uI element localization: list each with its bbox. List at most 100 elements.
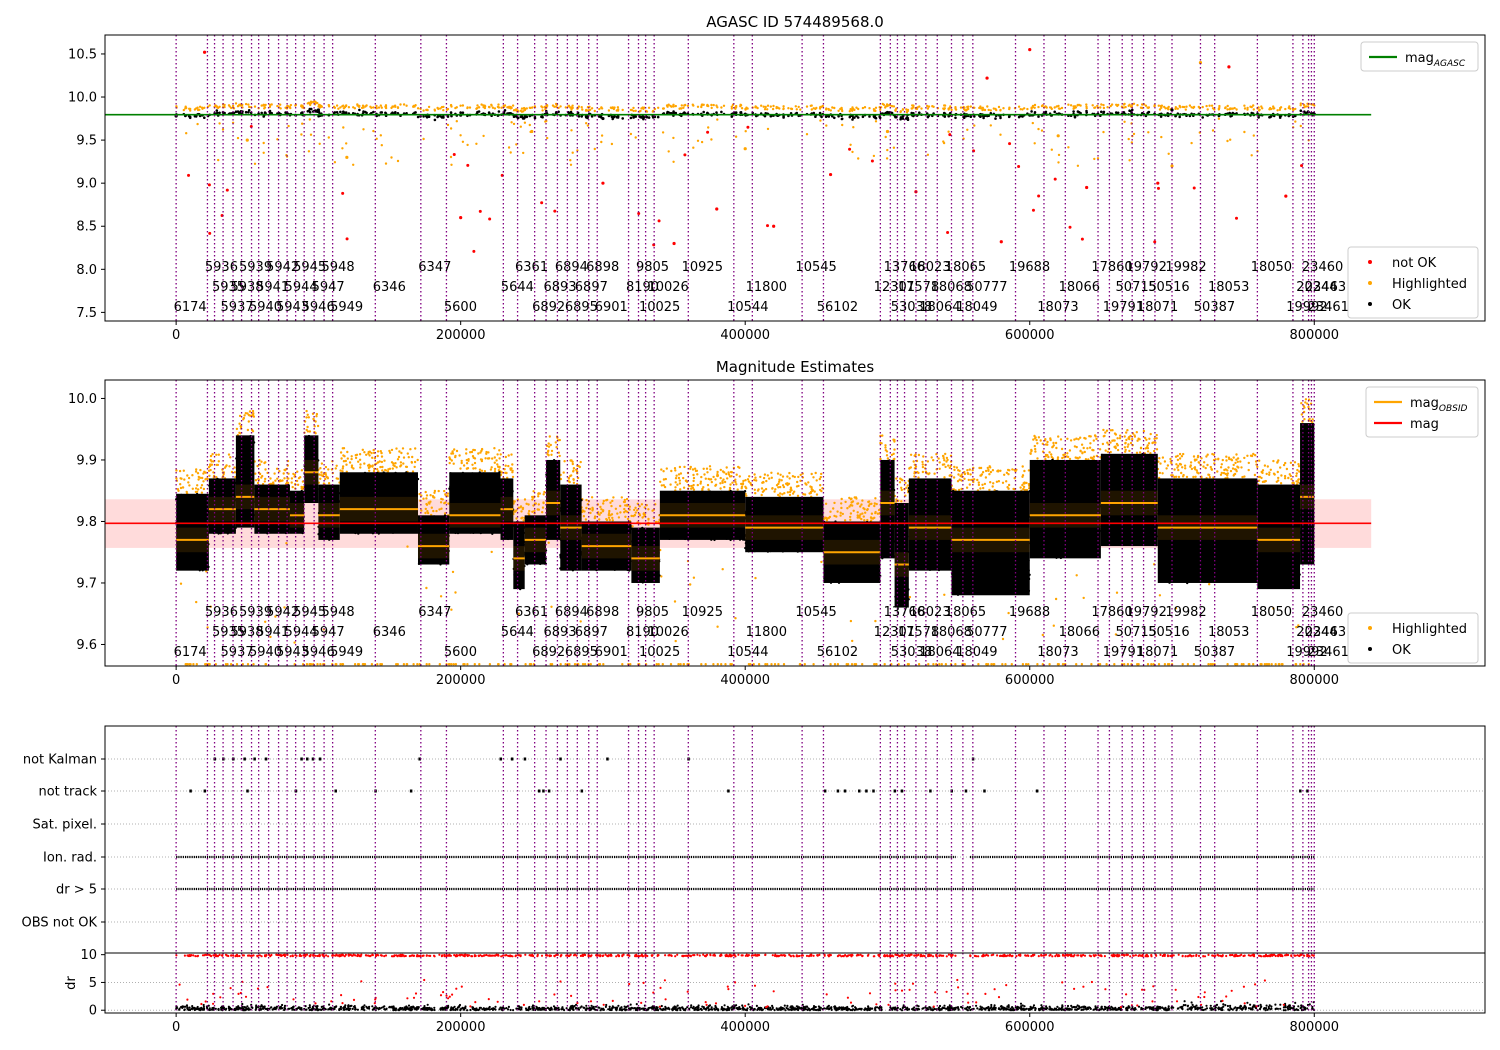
- not-ok-point: [553, 209, 557, 213]
- obsid-label: 5938: [230, 625, 263, 640]
- not-ok-point: [946, 231, 950, 235]
- not-ok-point: [1153, 240, 1157, 244]
- not-ok-point: [1300, 164, 1304, 168]
- data-point: [828, 172, 833, 177]
- flag-point: [246, 789, 249, 793]
- data-point: [1056, 134, 1060, 138]
- obsid-label: 50715: [1116, 280, 1157, 295]
- legend-dot: [1368, 626, 1372, 630]
- flag-point: [1299, 789, 1302, 793]
- x-tick-label: 200000: [436, 673, 486, 688]
- flag-point: [559, 757, 562, 761]
- obsid-label: 10545: [795, 260, 836, 275]
- not-ok-point: [466, 163, 470, 167]
- obsid-label: 23463: [1305, 625, 1346, 640]
- obsid-label: 6346: [373, 625, 406, 640]
- obsid-label: 18064: [919, 300, 960, 315]
- flag-point: [243, 757, 246, 761]
- obsid-label: 19791: [1103, 300, 1144, 315]
- obsid-label: 18071: [1137, 645, 1178, 660]
- obsid-label: 5935: [212, 625, 245, 640]
- not-ok-point: [706, 130, 710, 134]
- x-tick-label: 600000: [1005, 328, 1055, 343]
- flag-label: Ion. rad.: [43, 851, 97, 866]
- obsid-label: 18053: [1208, 280, 1249, 295]
- x-tick-label: 600000: [1005, 1020, 1055, 1035]
- obsid-label: 6174: [174, 645, 207, 660]
- obsid-label: 18049: [956, 300, 997, 315]
- obsid-label: 23460: [1302, 605, 1343, 620]
- not-ok-point: [208, 231, 212, 235]
- y-tick-label: 8.5: [76, 220, 97, 235]
- obsid-label: 19792: [1125, 605, 1166, 620]
- data-point: [999, 240, 1003, 244]
- data-point: [245, 138, 249, 142]
- legend-subscript: OBSID: [1439, 404, 1468, 414]
- flag-point: [964, 789, 968, 793]
- obsid-label: 19792: [1125, 260, 1166, 275]
- not-ok-point: [870, 159, 874, 163]
- data-point: [530, 129, 534, 134]
- obsid-label: 18073: [1037, 300, 1078, 315]
- data-point: [672, 241, 676, 246]
- legend-subscript: AGASC: [1433, 59, 1466, 69]
- chart-title: AGASC ID 574489568.0: [706, 13, 884, 31]
- obsid-label: 5946: [302, 300, 335, 315]
- ok-band: [546, 459, 561, 540]
- legend-label: Highlighted: [1392, 277, 1467, 292]
- data-point: [1227, 65, 1231, 69]
- not-ok-point: [1192, 186, 1196, 190]
- obsid-label: 10025: [639, 645, 680, 660]
- flag-point: [523, 757, 527, 761]
- dr-ok-points: [175, 1000, 1316, 1012]
- flag-point: [253, 757, 256, 761]
- flag-label: not track: [38, 785, 97, 800]
- obsid-label: 5936: [205, 605, 238, 620]
- flag-point: [836, 789, 840, 793]
- axes-frame: [104, 379, 1486, 667]
- obsid-label: 8190: [626, 280, 659, 295]
- obsid-label: 9805: [636, 605, 669, 620]
- obsid-label: 53038: [891, 300, 932, 315]
- obsid-label: 18023: [909, 605, 950, 620]
- obsid-label: 18065: [945, 260, 986, 275]
- not-ok-point: [345, 237, 349, 241]
- obsid-label: 18066: [1059, 280, 1100, 295]
- not-ok-point: [948, 133, 952, 137]
- x-tick-label: 200000: [436, 328, 486, 343]
- obsid-label: 18053: [1208, 625, 1249, 640]
- obsid-label: 19688: [1009, 605, 1050, 620]
- legend-box: [1360, 41, 1479, 72]
- flag-point: [203, 789, 207, 793]
- obsid-label: 11800: [746, 280, 787, 295]
- obsid-label: 56102: [817, 645, 858, 660]
- obsid-label: 5935: [212, 280, 245, 295]
- x-tick-label: 400000: [720, 1020, 770, 1035]
- data-point: [1156, 181, 1160, 185]
- obsid-label: 5939: [239, 605, 272, 620]
- obsid-label: 18066: [1059, 625, 1100, 640]
- obsid-label: 5948: [322, 605, 355, 620]
- obsid-label: 6892: [532, 645, 565, 660]
- obsid-label: 10925: [682, 260, 723, 275]
- obsid-label: 18065: [945, 605, 986, 620]
- data-point: [885, 110, 890, 115]
- obsid-label: 50387: [1194, 300, 1235, 315]
- legend-dot: [1368, 302, 1372, 306]
- data-point: [1028, 48, 1032, 52]
- obsid-label: 53038: [891, 645, 932, 660]
- data-point: [345, 155, 349, 159]
- obsid-label: 6347: [418, 260, 451, 275]
- flag-point: [311, 757, 315, 761]
- obsid-label: 19982: [1165, 260, 1206, 275]
- not-ok-point: [657, 219, 661, 223]
- flag-point: [547, 789, 551, 793]
- flag-label: OBS not OK: [22, 916, 98, 931]
- obsid-label: 5945: [293, 605, 326, 620]
- panel-agasc: AGASC ID 574489568.0 6174 5936 5935 5937 5938…: [68, 13, 1486, 343]
- flag-point: [334, 789, 337, 793]
- flag-point: [580, 789, 584, 793]
- x-tick-label: 800000: [1289, 328, 1339, 343]
- flag-point: [499, 757, 503, 761]
- obsid-label: 50387: [1194, 645, 1235, 660]
